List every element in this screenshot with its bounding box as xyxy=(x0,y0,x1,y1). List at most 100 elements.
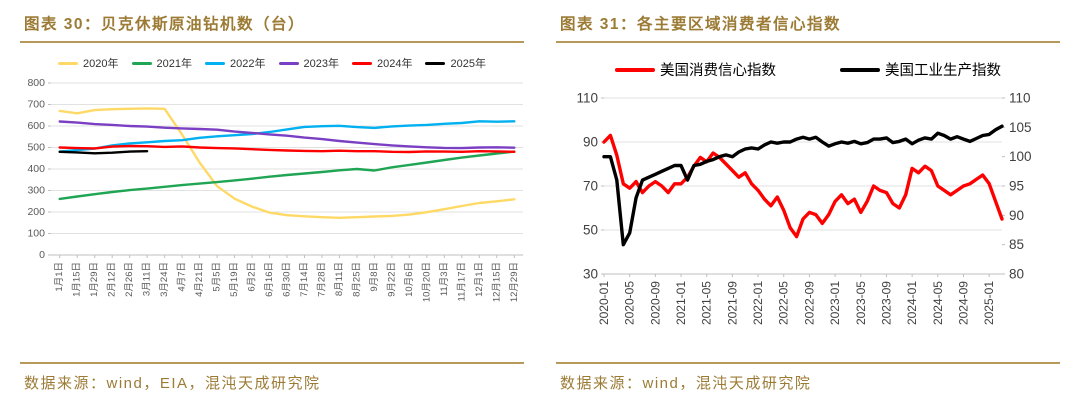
svg-text:12月15日: 12月15日 xyxy=(491,262,502,302)
rig-count-legend: 2020年 2021年 2022年 2023年 2024年 2025年 xyxy=(58,55,486,71)
legend-swatch xyxy=(615,67,655,72)
source-note-left: 数据来源：wind，EIA，混沌天成研究院 xyxy=(20,362,524,397)
legend-item-2025年: 2025年 xyxy=(425,55,486,71)
legend-item-2021年: 2021年 xyxy=(131,55,193,71)
svg-text:85: 85 xyxy=(1009,237,1024,252)
legend-item-美国工业生产指数: 美国工业生产指数 xyxy=(840,59,1001,80)
svg-text:2023-01: 2023-01 xyxy=(828,281,842,325)
legend-item-2022年: 2022年 xyxy=(205,55,266,71)
legend-label: 2025年 xyxy=(450,58,486,70)
svg-text:5月19日: 5月19日 xyxy=(229,262,240,297)
svg-text:90: 90 xyxy=(1009,208,1024,223)
svg-text:110: 110 xyxy=(1009,91,1031,106)
legend-label: 2024年 xyxy=(376,58,413,70)
legend-label: 2021年 xyxy=(156,58,193,70)
svg-text:11月17日: 11月17日 xyxy=(456,262,467,301)
svg-text:110: 110 xyxy=(576,91,598,106)
svg-text:5月5日: 5月5日 xyxy=(211,262,222,292)
legend-swatch xyxy=(351,61,372,65)
svg-text:2月12日: 2月12日 xyxy=(106,262,117,297)
svg-text:95: 95 xyxy=(1009,179,1024,194)
chart-title-confidence: 图表 31：各主要区域消费者信心指数 xyxy=(556,6,1060,43)
legend-label: 2020年 xyxy=(83,58,119,70)
svg-text:2021-05: 2021-05 xyxy=(699,281,713,325)
svg-text:700: 700 xyxy=(27,99,45,111)
svg-text:2020-05: 2020-05 xyxy=(622,281,636,325)
svg-text:2022-09: 2022-09 xyxy=(802,281,816,325)
svg-text:2024-05: 2024-05 xyxy=(930,281,944,325)
svg-text:80: 80 xyxy=(1009,267,1024,282)
svg-text:50: 50 xyxy=(582,223,597,238)
svg-text:7月28日: 7月28日 xyxy=(316,262,327,297)
svg-text:2021-01: 2021-01 xyxy=(674,281,688,325)
legend-swatch xyxy=(278,61,299,65)
svg-text:2024-01: 2024-01 xyxy=(905,281,919,325)
svg-text:10月20日: 10月20日 xyxy=(421,262,432,302)
legend-swatch xyxy=(58,61,79,65)
svg-text:3月11日: 3月11日 xyxy=(141,262,152,296)
legend-swatch xyxy=(131,61,152,65)
confidence-chart-area: 美国消费信心指数 美国工业生产指数 110 90 70 50 30 110 105 100 95 9… xyxy=(556,43,1060,362)
panel-rig-count: 图表 30：贝克休斯原油钻机数（台） 2020年 2021年 2022年 2023年 2… xyxy=(4,6,540,397)
panel-confidence-index: 图表 31：各主要区域消费者信心指数 美国消费信心指数 美国工业生产指数 110 9… xyxy=(540,6,1076,397)
svg-text:2021-09: 2021-09 xyxy=(725,281,739,325)
svg-text:500: 500 xyxy=(27,142,45,154)
svg-text:2023-09: 2023-09 xyxy=(879,281,893,325)
svg-text:2020-01: 2020-01 xyxy=(597,281,611,325)
legend-label: 美国消费信心指数 xyxy=(660,63,776,79)
svg-text:105: 105 xyxy=(1009,120,1032,135)
svg-text:100: 100 xyxy=(27,228,45,240)
legend-swatch xyxy=(205,61,226,65)
svg-text:100: 100 xyxy=(1009,149,1032,164)
svg-text:10月6日: 10月6日 xyxy=(403,262,414,297)
svg-text:12月1日: 12月1日 xyxy=(473,262,484,297)
svg-text:8月11日: 8月11日 xyxy=(333,262,344,296)
svg-text:800: 800 xyxy=(27,77,45,89)
svg-text:6月30日: 6月30日 xyxy=(281,262,292,297)
legend-label: 2023年 xyxy=(303,58,339,70)
svg-text:2025-01: 2025-01 xyxy=(982,281,996,325)
svg-text:30: 30 xyxy=(582,267,597,282)
legend-item-美国消费信心指数: 美国消费信心指数 xyxy=(615,59,776,80)
confidence-legend: 美国消费信心指数 美国工业生产指数 xyxy=(615,59,1001,80)
legend-item-2023年: 2023年 xyxy=(278,55,339,71)
svg-text:1月29日: 1月29日 xyxy=(89,262,100,297)
svg-text:2020-09: 2020-09 xyxy=(648,281,662,325)
legend-item-2020年: 2020年 xyxy=(58,55,119,71)
legend-label: 2022年 xyxy=(230,58,266,70)
legend-label: 美国工业生产指数 xyxy=(885,63,1001,79)
legend-swatch xyxy=(425,61,446,65)
svg-text:70: 70 xyxy=(582,179,597,194)
chart-title-rig-count: 图表 30：贝克休斯原油钻机数（台） xyxy=(20,6,524,43)
svg-text:7月14日: 7月14日 xyxy=(298,262,309,297)
svg-text:90: 90 xyxy=(582,135,597,150)
rig-count-chart-area: 2020年 2021年 2022年 2023年 2024年 2025年 800 700 600… xyxy=(20,43,524,362)
svg-text:2022-05: 2022-05 xyxy=(776,281,790,325)
svg-text:6月16日: 6月16日 xyxy=(264,262,275,297)
svg-text:2月26日: 2月26日 xyxy=(124,262,135,297)
rig-count-chart: 800 700 600 500 400 300 200 100 0 1月1日 1月15日 1月29日 2… xyxy=(27,77,523,302)
svg-text:9月8日: 9月8日 xyxy=(368,262,379,292)
svg-text:400: 400 xyxy=(27,163,45,175)
svg-text:12月29日: 12月29日 xyxy=(508,262,519,302)
svg-text:2022-01: 2022-01 xyxy=(751,281,765,325)
svg-text:600: 600 xyxy=(27,120,45,132)
svg-text:6月2日: 6月2日 xyxy=(246,262,257,292)
svg-text:300: 300 xyxy=(27,185,45,197)
svg-text:8月25日: 8月25日 xyxy=(351,262,362,297)
svg-text:3月24日: 3月24日 xyxy=(159,262,170,297)
legend-item-2024年: 2024年 xyxy=(351,55,413,71)
svg-text:200: 200 xyxy=(27,206,45,218)
svg-text:0: 0 xyxy=(39,249,45,261)
svg-text:11月3日: 11月3日 xyxy=(438,262,449,296)
svg-text:4月7日: 4月7日 xyxy=(176,262,187,292)
svg-text:2024-09: 2024-09 xyxy=(956,281,970,325)
svg-text:4月21日: 4月21日 xyxy=(194,262,205,297)
svg-text:2023-05: 2023-05 xyxy=(853,281,867,325)
confidence-chart: 110 90 70 50 30 110 105 100 95 90 85 80 2020-01 2020-… xyxy=(576,91,1032,326)
legend-swatch xyxy=(840,67,880,72)
svg-text:9月22日: 9月22日 xyxy=(386,262,397,297)
svg-text:1月15日: 1月15日 xyxy=(71,262,82,297)
svg-text:1月1日: 1月1日 xyxy=(54,262,65,292)
